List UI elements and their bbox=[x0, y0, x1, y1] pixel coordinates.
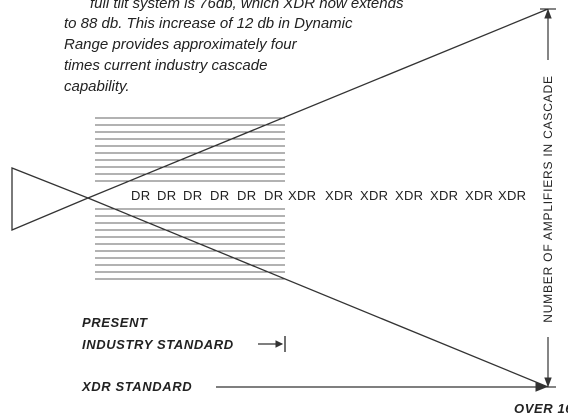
dr-label: DR bbox=[237, 188, 256, 203]
intro-line-5: capability. bbox=[64, 78, 130, 95]
source-triangle bbox=[11, 167, 90, 231]
dr-label: DR bbox=[183, 188, 202, 203]
vertical-dimension: NUMBER OF AMPLIFIERS IN CASCADE bbox=[540, 8, 556, 388]
dr-label: DR bbox=[157, 188, 176, 203]
vertical-axis-label: NUMBER OF AMPLIFIERS IN CASCADE bbox=[541, 75, 555, 323]
xdr-label: XDR bbox=[395, 188, 423, 203]
xdr-label: XDR bbox=[498, 188, 526, 203]
present-standard-label-line2: INDUSTRY STANDARD bbox=[82, 337, 234, 352]
xdr-label: XDR bbox=[325, 188, 353, 203]
xdr-cone-lower-edge bbox=[87, 197, 549, 388]
dr-label: DR bbox=[264, 188, 283, 203]
intro-paragraph: full tilt system is 76db, which XDR now … bbox=[64, 0, 404, 95]
xdr-standard-label: XDR STANDARD bbox=[81, 379, 192, 394]
dr-label: DR bbox=[131, 188, 150, 203]
xdr-standard-callout: XDR STANDARD bbox=[81, 379, 548, 394]
present-range-hatching bbox=[95, 117, 285, 280]
present-standard-arrowhead bbox=[275, 340, 284, 348]
intro-line-4: times current industry cascade bbox=[64, 57, 267, 74]
range-label-row: DR DR DR DR DR DR XDR XDR XDR XDR XDR XD… bbox=[131, 188, 526, 203]
intro-line-3: Range provides approximately four bbox=[64, 36, 298, 53]
dr-label: DR bbox=[210, 188, 229, 203]
xdr-label: XDR bbox=[288, 188, 316, 203]
intro-line-2: to 88 db. This increase of 12 db in Dyna… bbox=[64, 15, 353, 32]
max-amplifiers-label: OVER 160 bbox=[514, 401, 568, 416]
dimension-arrow-top bbox=[544, 8, 552, 19]
present-standard-callout: PRESENT INDUSTRY STANDARD bbox=[82, 315, 286, 352]
xdr-label: XDR bbox=[430, 188, 458, 203]
intro-line-1: full tilt system is 76db, which XDR now … bbox=[90, 0, 404, 12]
xdr-label: XDR bbox=[465, 188, 493, 203]
dimension-arrow-bottom bbox=[544, 377, 552, 388]
xdr-label: XDR bbox=[360, 188, 388, 203]
xdr-cone-upper-edge bbox=[87, 8, 549, 199]
present-standard-label-line1: PRESENT bbox=[82, 315, 148, 330]
